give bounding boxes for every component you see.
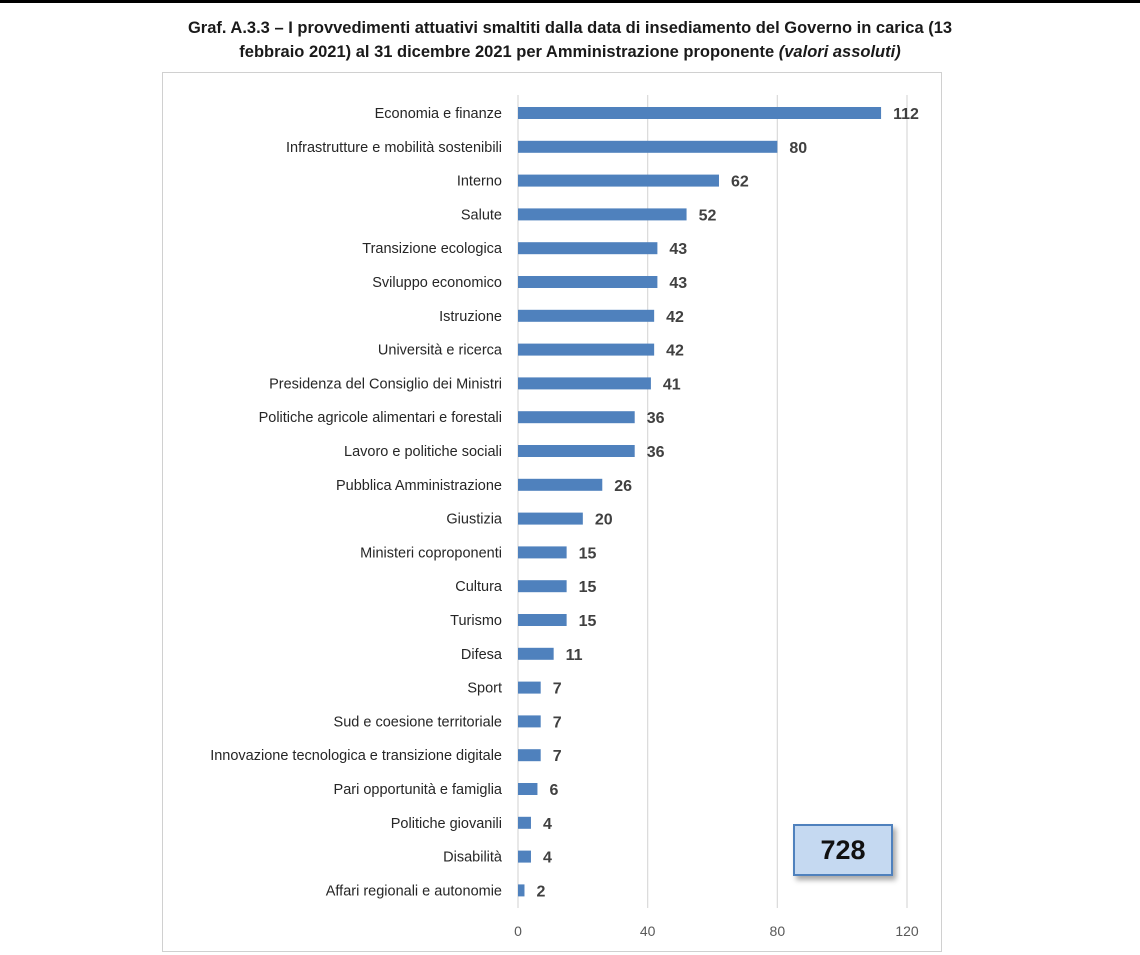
- bar-ministeri-coproponenti: [518, 546, 567, 559]
- category-label-pubblica-amministrazione: Pubblica Amministrazione: [336, 478, 502, 494]
- data-label-ministeri-coproponenti: 15: [579, 545, 597, 562]
- total-value: 728: [820, 834, 866, 865]
- data-label-difesa: 11: [566, 647, 583, 664]
- category-label-pari-opportunita-e-famiglia: Pari opportunità e famiglia: [334, 782, 503, 798]
- data-label-lavoro-e-politiche-sociali: 36: [647, 444, 665, 461]
- data-label-innovazione-tecnologica-e-transizione-digitale: 7: [553, 748, 562, 765]
- category-label-interno: Interno: [457, 174, 502, 190]
- chart-title-line-1: Graf. A.3.3 – I provvedimenti attuativi …: [187, 19, 953, 37]
- bar-infrastrutture-e-mobilita-sostenibili: [518, 140, 778, 153]
- bar-universita-e-ricerca: [518, 343, 655, 356]
- data-label-universita-e-ricerca: 42: [666, 343, 684, 360]
- data-label-pari-opportunita-e-famiglia: 6: [549, 782, 558, 799]
- category-labels: Economia e finanze Infrastrutture e mobil…: [210, 106, 503, 899]
- category-label-politiche-agricole-alimentari-e-forestali: Politiche agricole alimentari e forestal…: [259, 410, 502, 426]
- data-label-affari-regionali-e-autonomie: 2: [536, 883, 545, 900]
- data-label-sud-e-coesione-territoriale: 7: [553, 714, 562, 731]
- bar-politiche-agricole-alimentari-e-forestali: [518, 411, 635, 424]
- category-label-politiche-giovanili: Politiche giovanili: [391, 816, 502, 832]
- data-label-transizione-ecologica: 43: [669, 241, 687, 258]
- data-label-interno: 62: [731, 174, 749, 191]
- data-label-salute: 52: [699, 207, 717, 224]
- category-label-istruzione: Istruzione: [439, 309, 502, 325]
- category-label-sviluppo-economico: Sviluppo economico: [372, 275, 502, 291]
- data-label-pubblica-amministrazione: 26: [614, 478, 632, 495]
- bar-economia-e-finanze: [518, 107, 882, 119]
- data-label-infrastrutture-e-mobilita-sostenibili: 80: [789, 140, 807, 157]
- data-label-turismo: 15: [579, 613, 597, 630]
- category-label-sport: Sport: [467, 681, 502, 697]
- category-label-cultura: Cultura: [455, 579, 503, 595]
- bar-difesa: [518, 647, 554, 660]
- bar-presidenza-del-consiglio-dei-ministri: [518, 377, 651, 390]
- bar-sud-e-coesione-territoriale: [518, 715, 541, 728]
- bar-sviluppo-economico: [518, 276, 658, 288]
- category-label-sud-e-coesione-territoriale: Sud e coesione territoriale: [334, 714, 502, 730]
- category-label-universita-e-ricerca: Università e ricerca: [378, 343, 503, 359]
- bar-pubblica-amministrazione: [518, 478, 603, 491]
- chart-title-line-2: febbraio 2021) al 31 dicembre 2021 per A…: [60, 40, 1080, 64]
- data-label-sviluppo-economico: 43: [669, 275, 687, 292]
- data-label-politiche-giovanili: 4: [543, 816, 552, 833]
- bar-lavoro-e-politiche-sociali: [518, 445, 635, 457]
- bar-politiche-giovanili: [518, 816, 531, 829]
- category-label-turismo: Turismo: [450, 613, 502, 629]
- category-label-infrastrutture-e-mobilita-sostenibili: Infrastrutture e mobilità sostenibili: [286, 140, 502, 156]
- gridlines: [517, 95, 908, 908]
- category-label-economia-e-finanze: Economia e finanze: [375, 106, 502, 122]
- category-label-affari-regionali-e-autonomie: Affari regionali e autonomie: [326, 883, 502, 899]
- x-tick-label-40: 40: [640, 923, 656, 939]
- data-label-politiche-agricole-alimentari-e-forestali: 36: [647, 410, 665, 427]
- bar-salute: [518, 208, 687, 221]
- category-label-ministeri-coproponenti: Ministeri coproponenti: [360, 545, 502, 561]
- bar-affari-regionali-e-autonomie: [518, 884, 525, 897]
- data-label-sport: 7: [553, 681, 562, 698]
- bars: [518, 107, 882, 897]
- bar-cultura: [518, 580, 567, 593]
- bar-interno: [518, 174, 719, 187]
- data-label-giustizia: 20: [595, 512, 613, 529]
- data-label-disabilita: 4: [543, 850, 552, 867]
- bar-turismo: [518, 614, 567, 626]
- x-tick-label-80: 80: [770, 923, 786, 939]
- data-label-presidenza-del-consiglio-dei-ministri: 41: [663, 376, 681, 393]
- top-rule: [0, 0, 1140, 3]
- data-label-economia-e-finanze: 112: [893, 106, 919, 123]
- chart-title-unit-note: (valori assoluti): [778, 43, 901, 61]
- bar-giustizia: [518, 512, 583, 525]
- total-box: 728: [793, 824, 893, 876]
- category-label-presidenza-del-consiglio-dei-ministri: Presidenza del Consiglio dei Ministri: [269, 376, 502, 392]
- category-label-innovazione-tecnologica-e-transizione-digitale: Innovazione tecnologica e transizione di…: [210, 748, 502, 764]
- bar-innovazione-tecnologica-e-transizione-digitale: [518, 749, 541, 762]
- bar-istruzione: [518, 309, 655, 322]
- x-tick-label-0: 0: [514, 923, 522, 939]
- data-label-cultura: 15: [579, 579, 597, 596]
- category-label-salute: Salute: [461, 207, 502, 223]
- chart-title-line-2-main: febbraio 2021) al 31 dicembre 2021 per A…: [239, 43, 779, 61]
- chart-title: Graf. A.3.3 – I provvedimenti attuativi …: [60, 16, 1080, 64]
- category-label-lavoro-e-politiche-sociali: Lavoro e politiche sociali: [344, 444, 502, 460]
- x-tick-label-120: 120: [895, 923, 919, 939]
- category-label-transizione-ecologica: Transizione ecologica: [362, 241, 503, 257]
- bar-pari-opportunita-e-famiglia: [518, 783, 538, 795]
- category-label-difesa: Difesa: [461, 647, 503, 663]
- category-label-giustizia: Giustizia: [446, 512, 503, 528]
- category-label-disabilita: Disabilità: [443, 850, 503, 866]
- data-label-istruzione: 42: [666, 309, 684, 326]
- data-labels: 1128062524343424241363626201515151177764…: [536, 106, 918, 900]
- x-axis-ticks: 0 40 80 120: [514, 923, 919, 939]
- bar-disabilita: [518, 850, 531, 863]
- bar-transizione-ecologica: [518, 242, 658, 255]
- bar-sport: [518, 681, 541, 694]
